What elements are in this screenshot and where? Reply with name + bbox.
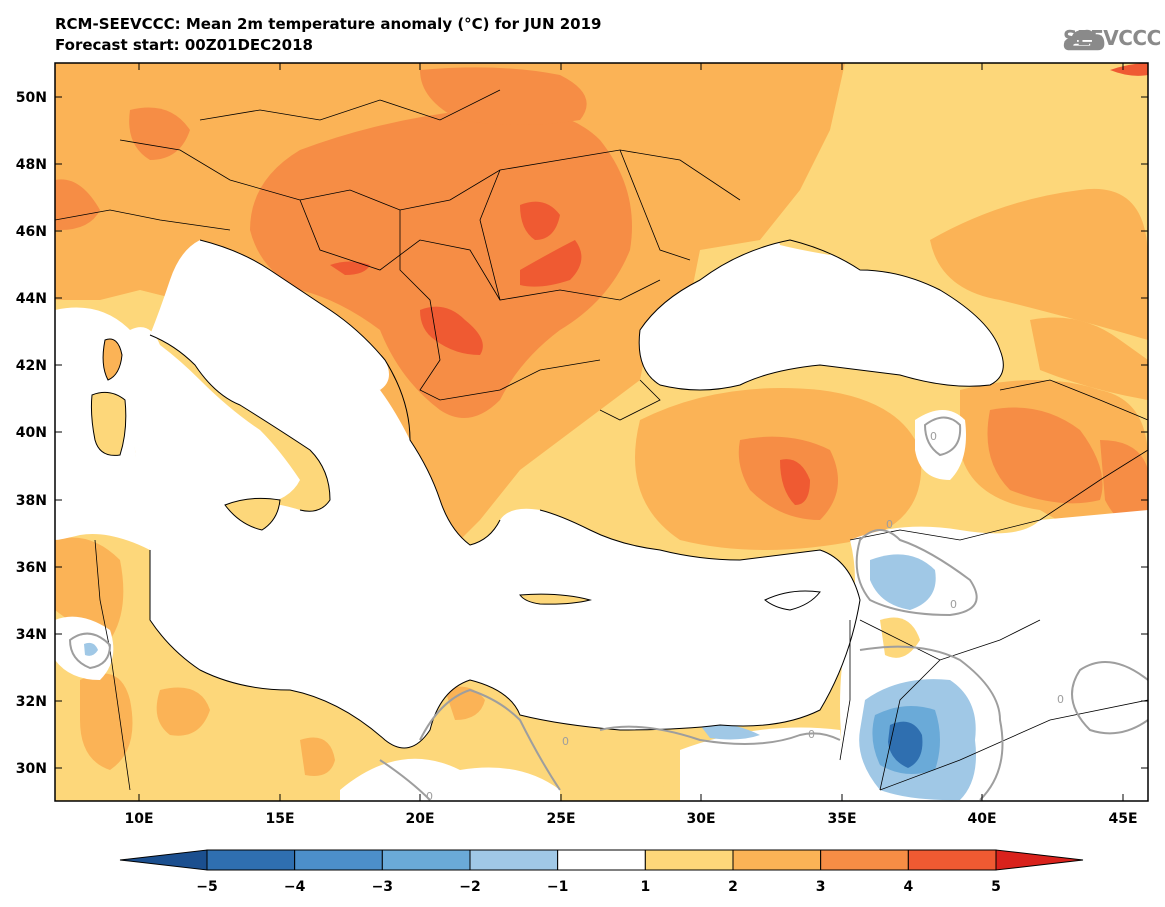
anomaly-fill-3-4 [987, 407, 1103, 504]
country-borders [55, 89, 1148, 791]
lat-label-44n: 44N [16, 291, 47, 307]
anomaly-fill-2-3 [930, 188, 1148, 340]
contour-label: 0 [426, 790, 433, 803]
lat-label-46n: 46N [16, 224, 47, 240]
colorbar-segment [995, 849, 1084, 871]
island-cyprus [765, 591, 820, 610]
anomaly-fill-3-4 [55, 179, 100, 230]
adriatic-sea [200, 240, 389, 390]
colorbar-tick-label: 1 [640, 879, 650, 895]
contour-label: 0 [950, 598, 957, 611]
anomaly-fill-3-4 [129, 107, 190, 160]
colorbar-tick-label: −2 [459, 879, 480, 895]
lat-label-38n: 38N [16, 493, 47, 509]
anomaly-fill-4-5 [520, 201, 560, 240]
anomaly-fill-4-5 [1110, 63, 1148, 76]
anomaly-fill-4-5 [330, 261, 370, 275]
lat-label-30n: 30N [16, 761, 47, 777]
lon-label-20e: 20E [405, 811, 434, 827]
anomaly-fill-3-4 [420, 67, 587, 125]
anomaly-fill-neutral [680, 727, 850, 801]
coastlines [90, 239, 1004, 749]
lat-label-48n: 48N [16, 157, 47, 173]
contour-labels: 0 0 0 0 0 0 0 [426, 430, 1064, 803]
anomaly-fill-minus1-minus2 [870, 554, 936, 610]
anomaly-fill-2-3 [55, 537, 124, 640]
colorbar-tick-label: −5 [196, 879, 217, 895]
lat-label-34n: 34N [16, 627, 47, 643]
colorbar-segment [206, 849, 296, 871]
colorbar-labels: −5 −4 −3 −2 −1 1 2 3 4 5 [196, 879, 1001, 895]
lon-label-25e: 25E [546, 811, 575, 827]
colorbar-segment [119, 849, 208, 871]
colorbar-segment [381, 849, 471, 871]
colorbar-segment [820, 849, 909, 871]
contour-label: 0 [808, 728, 815, 741]
anomaly-fill-4-5 [520, 240, 582, 287]
latitude-axis [55, 96, 1148, 769]
colorbar-segment [732, 849, 822, 871]
anomaly-fill-minus1-minus2 [700, 723, 760, 740]
anomaly-fill-4-5 [420, 306, 483, 355]
colorbar-tick-label: −4 [284, 879, 306, 895]
anomaly-field [55, 63, 1148, 801]
black-sea [639, 240, 1004, 390]
longitude-axis [138, 63, 1124, 801]
anomaly-fill-2-3 [156, 687, 210, 736]
anomaly-fill-2-3 [300, 737, 335, 776]
anomaly-fill-neutral [915, 410, 966, 480]
island-corsica [103, 339, 122, 380]
colorbar-segment [294, 849, 383, 871]
contour-label: 0 [562, 735, 569, 748]
island-sardinia [91, 392, 126, 456]
lon-label-45e: 45E [1108, 811, 1137, 827]
lat-label-40n: 40N [16, 425, 47, 441]
crimea [775, 218, 838, 255]
lon-label-35e: 35E [827, 811, 856, 827]
anomaly-fill-1-2 [576, 730, 668, 801]
colorbar-tick-label: 2 [728, 879, 738, 895]
latitude-labels: 50N 48N 46N 44N 42N 40N 38N 36N 34N 32N … [16, 90, 47, 777]
colorbar-segment [907, 849, 997, 871]
lon-label-10e: 10E [124, 811, 153, 827]
longitude-labels: 10E 15E 20E 25E 30E 35E 40E 45E [124, 811, 1137, 827]
lat-label-42n: 42N [16, 358, 47, 374]
colorbar-segment [469, 849, 559, 871]
anomaly-fill-4-5 [780, 459, 810, 505]
anomaly-fill-minus4-minus5 [888, 721, 923, 768]
anomaly-fill-minus1-minus2 [84, 642, 98, 656]
lat-label-50n: 50N [16, 90, 47, 106]
colorbar-tick-label: 5 [991, 879, 1001, 895]
colorbar-segment [557, 849, 646, 871]
lon-label-30e: 30E [686, 811, 715, 827]
tyrrhenian-sea [129, 327, 300, 550]
lat-label-32n: 32N [16, 694, 47, 710]
mediterranean-sea [150, 240, 860, 748]
colorbar-tick-label: −3 [372, 879, 393, 895]
anomaly-fill-2-3 [1030, 317, 1148, 400]
anomaly-fill-2-3 [445, 686, 485, 720]
anomaly-fill-neutral [55, 616, 114, 680]
island-sicily [225, 498, 280, 530]
colorbar-tick-label: 4 [903, 879, 913, 895]
colorbar [119, 849, 1084, 871]
seevccc-cloud-logo-icon [1063, 29, 1105, 51]
contour-label: 0 [1057, 693, 1064, 706]
colorbar-segment [644, 849, 734, 871]
seevccc-logo-text: SEEVCCC [1063, 26, 1161, 50]
contour-label: 0 [930, 430, 937, 443]
zero-contours [68, 416, 1148, 801]
lat-label-36n: 36N [16, 560, 47, 576]
colorbar-tick-label: −1 [547, 879, 568, 895]
map-title: RCM-SEEVCCC: Mean 2m temperature anomaly… [55, 15, 602, 33]
anomaly-fill-2-3 [80, 673, 133, 770]
forecast-start: Forecast start: 00Z01DEC2018 [55, 36, 313, 54]
anomaly-fill-3-4 [1100, 440, 1148, 530]
colorbar-tick-label: 3 [816, 879, 826, 895]
lon-label-15e: 15E [265, 811, 294, 827]
lon-label-40e: 40E [967, 811, 996, 827]
anomaly-fill-3-4 [250, 108, 632, 418]
contour-label: 0 [886, 518, 893, 531]
